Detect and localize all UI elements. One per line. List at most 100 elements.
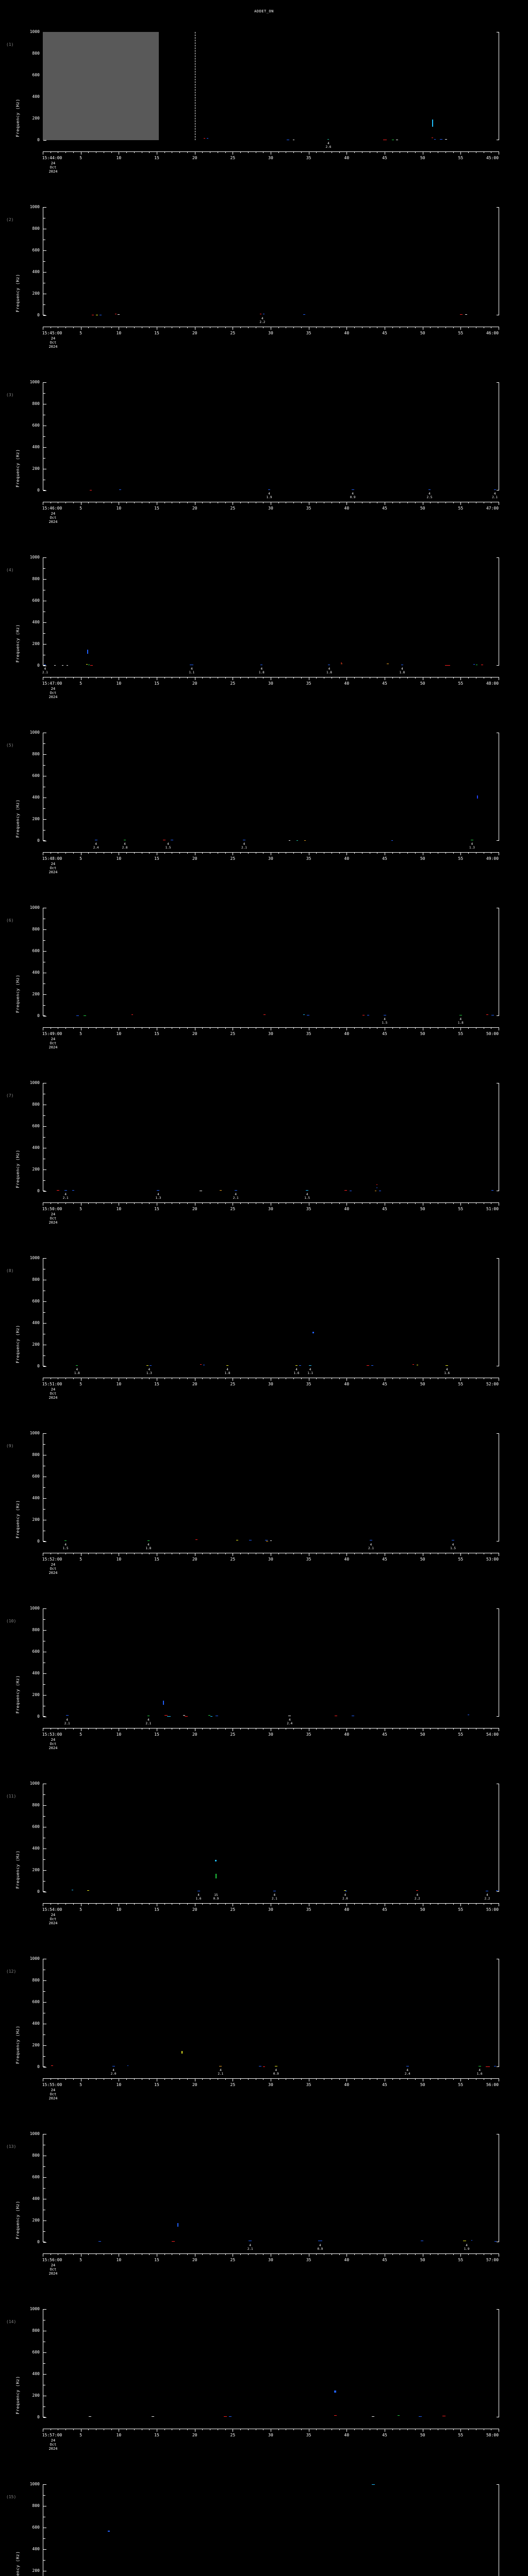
time-tick-minor — [202, 1027, 203, 1029]
time-tick-minor — [293, 2253, 294, 2255]
y-tick-label: 1000 — [29, 555, 40, 560]
y-tick-label: 200 — [32, 2568, 40, 2573]
time-tick-minor — [430, 2078, 431, 2080]
y-tick-label: 0 — [37, 1364, 40, 1368]
axis-cap-right-bottom — [497, 1015, 499, 1016]
time-tick-label: 35 — [306, 1557, 311, 1562]
time-tick-minor — [278, 852, 279, 854]
axis-cap-left-top — [43, 557, 45, 558]
detection-annotation: 4 2.4 — [287, 1719, 292, 1725]
time-tick-label: 55 — [458, 2433, 464, 2437]
time-tick-label: 20 — [192, 156, 197, 160]
detection-mark — [150, 1365, 152, 1366]
time-tick-label: 50 — [420, 1732, 425, 1737]
y-tick-label: 1000 — [29, 1606, 40, 1611]
y-tick-label: 200 — [32, 1342, 40, 1347]
axis-cap-left-bottom — [43, 1891, 45, 1892]
time-tick-minor — [407, 1202, 408, 1204]
time-tick-minor — [111, 327, 112, 328]
time-tick-minor — [225, 1728, 226, 1730]
time-tick-minor — [164, 2078, 165, 2080]
y-tick-label: 200 — [32, 116, 40, 121]
time-tick-minor — [248, 2253, 249, 2255]
time-tick-minor — [187, 327, 188, 328]
time-tick-label: 5 — [79, 2258, 82, 2262]
detection-mark — [204, 138, 206, 139]
y-tick-label: 400 — [32, 2021, 40, 2026]
time-tick-minor — [202, 1378, 203, 1379]
y-tick-label: 200 — [32, 1517, 40, 1522]
time-tick-minor — [248, 2429, 249, 2430]
time-tick-minor — [179, 677, 180, 679]
time-tick-major — [460, 1728, 461, 1731]
time-axis-end-label: 46:00 — [486, 331, 499, 335]
time-tick-minor — [301, 1553, 302, 1554]
time-tick-minor — [111, 1202, 112, 1204]
detection-mark — [471, 2240, 473, 2241]
spectrogram-panel: (9) Frequency (Hz) 1000 800 600 400 200 0 4 1.5… — [0, 1410, 528, 1585]
y-tick-minor — [43, 2406, 45, 2407]
time-tick-minor — [126, 1027, 127, 1029]
time-tick-minor — [407, 1903, 408, 1905]
time-tick-minor — [293, 2078, 294, 2080]
time-tick-minor — [111, 502, 112, 503]
date-day: 24 — [51, 1563, 56, 1567]
y-tick-minor — [43, 2495, 45, 2496]
time-tick-minor — [354, 1553, 355, 1554]
detection-mark — [76, 1015, 79, 1016]
detection-mark — [445, 139, 448, 140]
date-month: Oct — [50, 1216, 57, 1221]
detection-mark — [215, 1873, 217, 1878]
y-tick-label: 600 — [32, 2525, 40, 2530]
time-tick-minor — [468, 2253, 469, 2255]
time-tick-label: 50 — [420, 1907, 425, 1912]
y-tick-minor — [43, 2166, 45, 2167]
annotation-count: 4 — [273, 1893, 276, 1897]
time-tick-label: 35 — [306, 2258, 311, 2262]
date-month: Oct — [50, 2267, 57, 2272]
annotation-value: 2.1 — [247, 2247, 253, 2251]
time-tick-label: 10 — [116, 506, 122, 511]
annotation-count: 4 — [167, 842, 169, 846]
time-tick-minor — [468, 1903, 469, 1905]
time-tick-label: 35 — [306, 1907, 311, 1912]
y-tick-major — [43, 951, 46, 952]
panel-number: (15) — [6, 2495, 16, 2499]
time-tick-minor — [164, 852, 165, 854]
y-tick-label: 600 — [32, 1474, 40, 1479]
time-tick-label: 40 — [344, 1382, 350, 1386]
time-tick-minor — [415, 2253, 416, 2255]
time-tick-minor — [65, 1378, 67, 1379]
y-tick-minor — [43, 1684, 45, 1685]
y-tick-label: 200 — [32, 291, 40, 296]
date-year: 2024 — [48, 2447, 58, 2451]
panel-number: (12) — [6, 1969, 16, 1974]
time-tick-minor — [468, 852, 469, 854]
time-tick-minor — [278, 1553, 279, 1554]
y-tick-label: 400 — [32, 2196, 40, 2201]
y-tick-minor — [43, 393, 45, 394]
time-tick-minor — [88, 1903, 89, 1905]
y-tick-label: 800 — [32, 2153, 40, 2158]
y-tick-label: 200 — [32, 1167, 40, 1172]
time-axis-end-label: 47:00 — [486, 506, 499, 511]
axis-cap-left-bottom — [43, 2066, 45, 2067]
detection-annotation: 4 2.1 — [218, 2069, 223, 2076]
time-axis-end-label: 58:00 — [486, 2433, 499, 2437]
detection-mark — [127, 2065, 128, 2066]
y-tick-major — [43, 250, 46, 251]
detection-mark — [215, 1860, 217, 1862]
time-tick-minor — [179, 327, 180, 328]
axis-cap-right-top — [497, 557, 499, 558]
date-year: 2024 — [48, 1396, 58, 1400]
time-tick-label: 30 — [268, 1907, 273, 1912]
time-tick-minor — [240, 151, 241, 153]
time-tick-label: 50 — [420, 2082, 425, 2087]
spectrogram-panel: ADDET_ON (1) Frequency (Hz) 1000 800 600 400 20… — [0, 8, 528, 183]
annotation-value: 1.8 — [399, 671, 405, 674]
time-tick-minor — [111, 2429, 112, 2430]
detection-mark — [66, 665, 68, 666]
time-tick-minor — [468, 151, 469, 153]
detection-annotation: 4 2.2 — [259, 317, 265, 324]
detection-mark — [56, 1190, 59, 1191]
